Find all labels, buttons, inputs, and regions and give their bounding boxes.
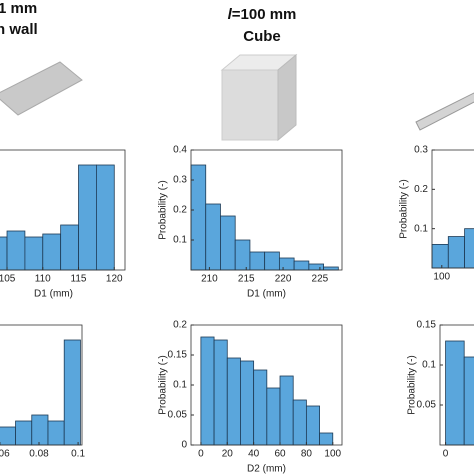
y-tick-label: 0.1 <box>173 235 187 246</box>
axes-box <box>439 324 474 446</box>
histogram-bar <box>0 426 16 446</box>
title-variable: l <box>228 6 233 23</box>
x-axis-label: D1 (mm) <box>34 289 73 300</box>
y-tick-label: 0.2 <box>173 320 187 331</box>
histogram-bar <box>6 230 26 271</box>
histogram-bar <box>213 339 228 446</box>
title-value: =100 mm <box>232 6 297 23</box>
y-tick-label: 0.15 <box>168 350 188 361</box>
histogram-bar <box>249 251 266 271</box>
x-tick-label: 80 <box>301 449 313 460</box>
histogram-bar <box>447 236 465 269</box>
histogram-bar <box>24 236 44 271</box>
histogram-bar <box>0 236 8 271</box>
histogram-bar <box>190 164 207 271</box>
histogram-bar <box>431 243 449 269</box>
histogram-bar <box>266 387 281 446</box>
y-tick-label: 0.1 <box>422 360 436 371</box>
x-tick-label: 120 <box>106 274 123 285</box>
x-tick-label: 0 <box>443 449 449 460</box>
histogram-bar <box>60 224 79 271</box>
x-tick-label: 0.06 <box>0 449 10 460</box>
histogram-bar <box>463 356 474 446</box>
y-tick-label: 0.4 <box>173 145 187 156</box>
x-tick-label: 0 <box>198 449 204 460</box>
histogram-bar <box>63 339 81 446</box>
histogram-bar <box>278 257 295 271</box>
x-tick-label: 100 <box>324 449 341 460</box>
histogram-bar <box>253 369 268 446</box>
x-tick-label: 60 <box>274 449 286 460</box>
y-axis-label: Probability (-) <box>399 179 410 238</box>
x-tick-label: 220 <box>275 274 292 285</box>
left-title: 1 mm <box>0 0 37 17</box>
x-tick-label: 0.1 <box>71 449 85 460</box>
axes-box <box>0 149 126 271</box>
histogram-bar <box>220 215 236 271</box>
y-axis-label: Probability (-) <box>407 355 418 414</box>
x-tick-label: 110 <box>35 274 51 285</box>
histogram-bar <box>445 340 465 446</box>
histogram-bar <box>42 233 62 271</box>
histogram-bar <box>78 164 97 271</box>
histogram-bar <box>205 203 221 271</box>
histogram-bar <box>234 239 251 271</box>
y-tick-label: 0.15 <box>417 320 437 331</box>
histogram-bar <box>264 251 280 271</box>
histogram-bar <box>305 405 320 446</box>
x-tick-label: 115 <box>71 274 87 285</box>
x-tick-label: 40 <box>248 449 260 460</box>
histogram-bar <box>279 375 294 446</box>
left-subtitle: n wall <box>0 21 38 38</box>
y-axis-label: Probability (-) <box>158 355 169 414</box>
cube-side <box>277 53 297 142</box>
cube-front <box>221 69 279 141</box>
x-tick-label: 0.08 <box>29 449 49 460</box>
x-tick-label: 225 <box>312 274 329 285</box>
histogram-bar <box>319 432 334 446</box>
histogram-bar <box>308 263 324 271</box>
x-tick-label: 215 <box>238 274 255 285</box>
histogram-bar <box>240 360 255 446</box>
x-tick-label: 20 <box>222 449 234 460</box>
x-tick-label: 105 <box>0 274 16 285</box>
y-tick-label: 0.1 <box>173 380 187 391</box>
histogram-bar <box>292 399 307 446</box>
y-tick-label: 0 <box>181 440 187 451</box>
histogram-bar <box>464 228 474 269</box>
histogram-bar <box>47 420 65 446</box>
histogram-bar <box>15 420 33 446</box>
x-tick-label: 210 <box>201 274 218 285</box>
y-tick-label: 0.05 <box>168 410 188 421</box>
histogram-bar <box>226 357 241 446</box>
axes-box <box>0 324 83 446</box>
histogram-bar <box>323 266 339 271</box>
rod-image <box>415 92 474 131</box>
y-tick-label: 0.3 <box>414 145 428 156</box>
histogram-bar <box>31 414 49 446</box>
histogram-bar <box>200 336 215 446</box>
y-tick-label: 0.2 <box>414 184 428 195</box>
center-subtitle: Cube <box>243 28 281 45</box>
histogram-bar <box>96 164 115 271</box>
x-axis-label: D1 (mm) <box>247 289 286 300</box>
y-axis-label: Probability (-) <box>158 180 169 239</box>
x-axis-label: D2 (mm) <box>247 464 286 474</box>
y-tick-label: 0.05 <box>417 400 437 411</box>
center-title: l=100 mm <box>228 6 297 23</box>
slab-image <box>0 61 83 116</box>
histogram-bar <box>293 260 310 271</box>
y-tick-label: 0.1 <box>414 223 428 234</box>
x-tick-label: 100 <box>433 272 450 283</box>
y-tick-label: 0.3 <box>173 175 187 186</box>
axes-box <box>431 149 474 269</box>
y-tick-label: 0.2 <box>173 205 187 216</box>
